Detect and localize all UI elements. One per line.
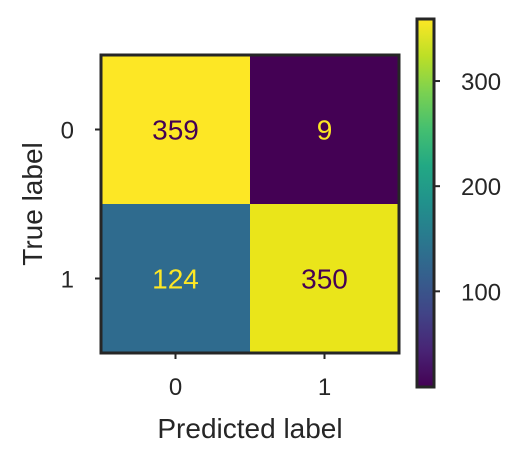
colorbar-tick-label-1: 200	[461, 174, 501, 201]
heatmap-cell-1-0	[101, 204, 250, 353]
heatmap-cells	[101, 55, 399, 353]
colorbar-tick-label-0: 100	[461, 279, 501, 306]
colorbar-frame	[415, 17, 436, 389]
x-tick-label-1: 1	[318, 374, 331, 401]
colorbar	[417, 19, 434, 387]
colorbar-ticks: 100 200 300	[434, 69, 501, 306]
heatmap-cell-labels: 359 9 124 350	[152, 115, 348, 295]
cell-value-label-1-0: 124	[152, 264, 199, 295]
heatmap-cell-1-1	[250, 204, 399, 353]
heatmap-cell-0-1	[250, 55, 399, 204]
x-tick-label-0: 0	[169, 374, 182, 401]
cell-value-label-0-1: 9	[317, 115, 333, 146]
y-axis-label: True label	[17, 142, 48, 265]
x-axis-label: Predicted label	[157, 413, 342, 444]
cell-value-label-1-1: 350	[301, 264, 348, 295]
heatmap-cell-0-0	[101, 55, 250, 204]
y-tick-label-0: 0	[61, 118, 74, 145]
y-tick-label-1: 1	[61, 267, 74, 294]
colorbar-tick-label-2: 300	[461, 69, 501, 96]
y-axis-ticks: 01	[61, 118, 101, 294]
matrix-frame	[99, 53, 401, 355]
cell-value-label-0-0: 359	[152, 115, 199, 146]
